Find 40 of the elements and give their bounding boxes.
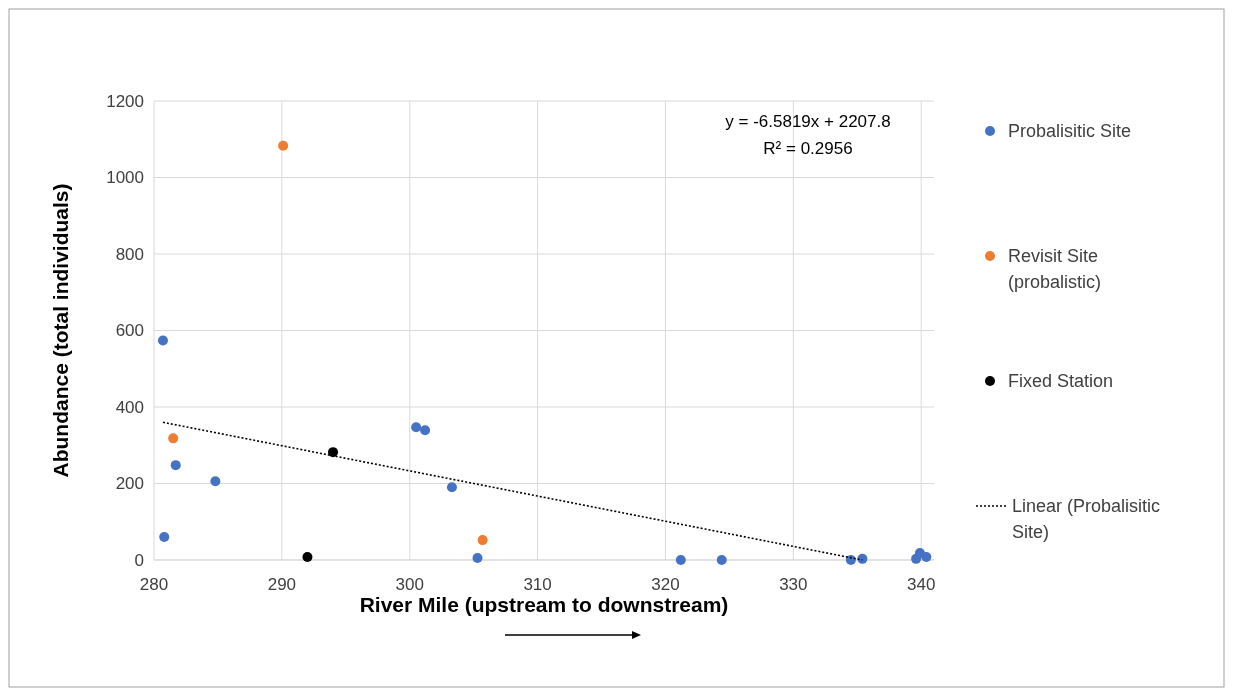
legend-label: Revisit Site (probalistic) [1008,246,1102,292]
point [420,425,431,436]
x-tick-label: 320 [651,575,680,594]
point [278,140,289,151]
x-tick-label: 310 [523,575,552,594]
annotation: R² = 0.2956 [763,139,853,158]
point [411,422,422,433]
point [302,551,313,562]
x-tick-label: 300 [395,575,424,594]
point [159,532,170,543]
point [446,482,457,493]
point [328,447,339,458]
point [675,555,686,565]
point [170,460,181,471]
x-axis-title: River Mile (upstream to downstream) [359,593,729,616]
y-tick-label: 0 [134,550,144,570]
x-tick-label: 330 [779,575,808,594]
point [921,551,932,562]
point [845,555,856,565]
y-tick-label: 200 [115,474,144,494]
y-tick-label: 400 [115,397,144,417]
legend-label: Fixed Station [1008,371,1114,392]
point [168,433,179,444]
point [210,476,221,487]
y-tick-label: 600 [115,321,144,341]
y-tick-label: 800 [115,244,144,264]
y-tick-label: 1200 [106,91,144,111]
x-tick-label: 290 [267,575,297,594]
y-axis-title: Abundance (total individuals) [49,183,72,478]
x-tick-label: 340 [907,575,936,594]
x-tick-label: 280 [139,575,169,594]
legend-label: Probalisitic Site [1008,121,1132,142]
legend-label: Linear (Probalisitic Site) [1012,496,1161,542]
y-tick-label: 1000 [106,168,144,188]
point [716,555,727,565]
annotation: y = -6.5819x + 2207.8 [725,112,891,131]
point [857,553,868,564]
point [157,335,168,346]
point [477,535,488,546]
point [472,553,483,564]
